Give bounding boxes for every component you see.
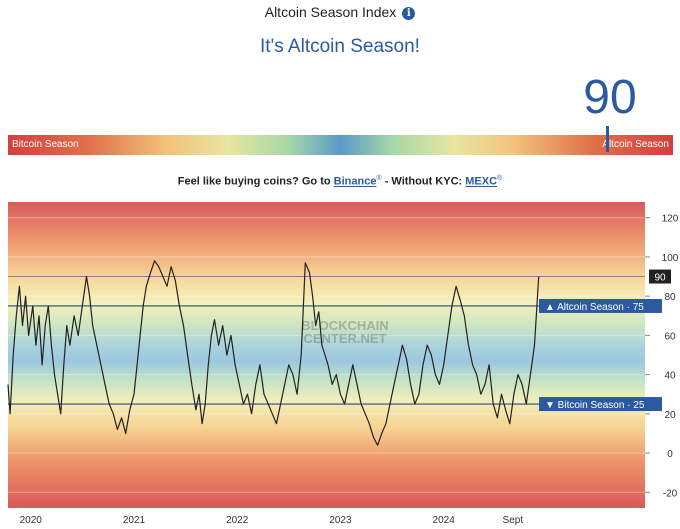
index-line (7, 260, 540, 446)
x-tick-label: 2022 (226, 515, 249, 526)
binance-link[interactable]: Binance (333, 175, 377, 188)
chart-background (8, 202, 645, 508)
threshold-badge (539, 298, 662, 313)
y-tick-labels: 120 100 80 60 40 20 0 -20 (645, 214, 679, 499)
x-tick-label: Sept (503, 515, 524, 526)
binance-mark: ® (376, 175, 382, 182)
current-index-value: 90 (583, 71, 637, 124)
y-tick-label: 20 (664, 410, 676, 421)
x-tick-label: 2024 (433, 515, 456, 526)
mexc-mark: ® (497, 175, 503, 182)
threshold-lines: ▲ Altcoin Season · 75 ▼ Bitcoin Season · … (8, 269, 671, 412)
bitcoin-season-label: Bitcoin Season (12, 139, 79, 150)
index-title-row: Altcoin Season Index i (0, 4, 680, 20)
current-value-badge-label: 90 (654, 273, 666, 284)
watermark-line2: CENTER.NET (303, 331, 386, 346)
current-value-marker (606, 126, 609, 152)
current-value-badge (649, 269, 671, 284)
y-grid (8, 217, 645, 493)
threshold-label: ▼ Bitcoin Season · 25 (545, 400, 645, 411)
y-tick-label: 0 (667, 449, 673, 460)
index-series (7, 260, 540, 446)
threshold-badge (539, 397, 662, 412)
altcoin-index-chart: BLOCKCHAIN CENTER.NET ▲ Altcoin Season ·… (7, 202, 679, 526)
x-tick-label: 2023 (329, 515, 352, 526)
x-tick-labels: 2020 2021 2022 2023 2024 Sept (20, 515, 524, 526)
promo-prefix: Feel like buying coins? Go to (177, 175, 331, 188)
y-tick-label: -20 (663, 488, 678, 499)
season-gradient-bar: Bitcoin Season Altcoin Season (8, 135, 673, 155)
threshold-label: ▲ Altcoin Season · 75 (545, 302, 644, 313)
altcoin-season-label: Altcoin Season (602, 139, 669, 150)
x-tick-label: 2021 (123, 515, 146, 526)
index-title: Altcoin Season Index (264, 4, 397, 20)
watermark-line1: BLOCKCHAIN (301, 318, 388, 333)
y-tick-label: 100 (662, 253, 679, 264)
promo-middle: - Without KYC: (384, 175, 463, 188)
promo-line: Feel like buying coins? Go to Binance® -… (0, 175, 680, 188)
y-tick-label: 40 (664, 371, 676, 382)
y-tick-label: 60 (664, 331, 676, 342)
season-headline: It's Altcoin Season! (260, 36, 420, 57)
mexc-link[interactable]: MEXC (465, 175, 498, 188)
info-icon[interactable]: i (402, 7, 416, 20)
x-tick-label: 2020 (20, 515, 43, 526)
y-tick-label: 80 (664, 292, 676, 303)
watermark: BLOCKCHAIN CENTER.NET (301, 318, 388, 346)
y-tick-label: 120 (662, 214, 679, 225)
